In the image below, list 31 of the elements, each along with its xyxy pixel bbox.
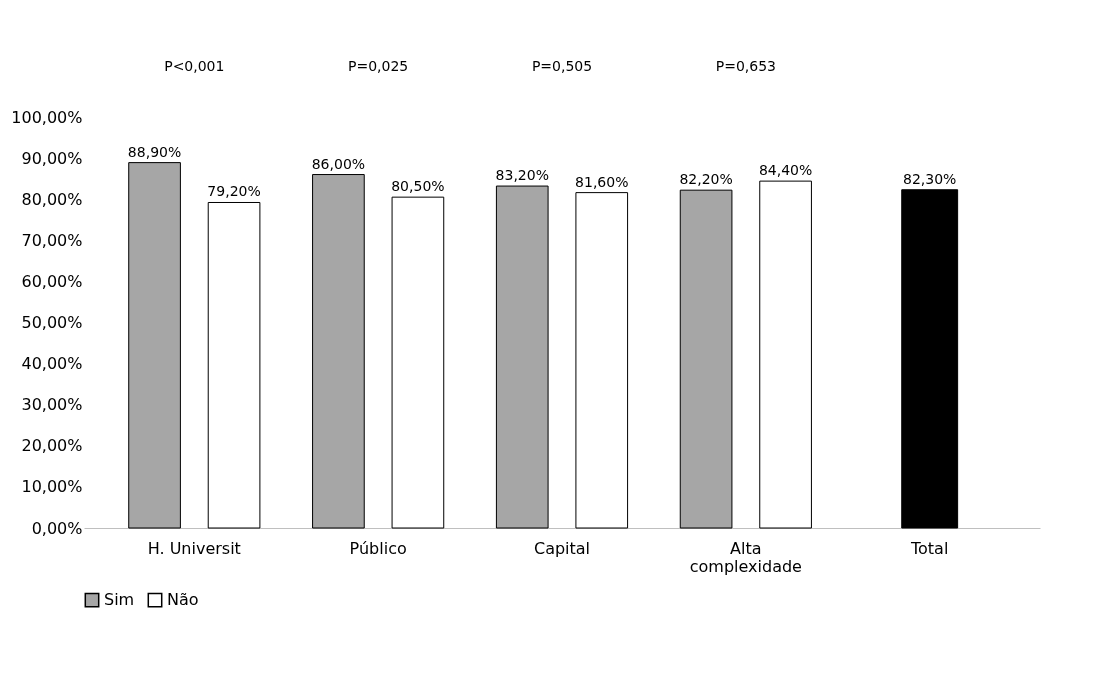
x-tick-label: Capital xyxy=(533,538,591,558)
x-tick-label: H. Universit xyxy=(147,538,241,558)
data-label: 88,90% xyxy=(127,143,182,160)
y-tick-label: 40,00% xyxy=(21,354,83,374)
y-tick-label: 100,00% xyxy=(11,107,83,127)
text: P<0,001 xyxy=(164,58,225,74)
y-tick-label: 0,00% xyxy=(31,518,83,538)
text: P=0,025 xyxy=(348,58,409,74)
x-tick-label: Alta complexidade xyxy=(689,538,802,576)
data-label: 82,20% xyxy=(679,171,733,188)
data-label: 80,50% xyxy=(391,178,445,195)
legend-label: Sim xyxy=(104,590,135,610)
x-tick-label: Total xyxy=(910,538,949,558)
text: P=0,505 xyxy=(531,58,593,74)
data-label: 81,60% xyxy=(575,173,629,190)
y-tick-label: 70,00% xyxy=(21,230,83,250)
data-label: 84,40% xyxy=(758,162,813,179)
y-tick-label: 50,00% xyxy=(21,313,83,332)
data-label: 82,30% xyxy=(903,170,957,187)
y-tick-label: 80,00% xyxy=(21,189,83,209)
data-label: 79,20% xyxy=(207,183,261,200)
y-tick-label: 60,00% xyxy=(21,271,83,291)
legend-label: Não xyxy=(167,590,199,610)
y-tick-label: 20,00% xyxy=(21,436,83,456)
data-label: 83,20% xyxy=(495,167,549,184)
data-label: 86,00% xyxy=(311,155,366,172)
y-tick-label: 30,00% xyxy=(21,395,83,415)
x-tick-label: Público xyxy=(349,538,407,558)
y-tick-label: 90,00% xyxy=(21,148,83,168)
text: P=0,653 xyxy=(715,58,776,74)
y-tick-label: 10,00% xyxy=(21,477,83,497)
